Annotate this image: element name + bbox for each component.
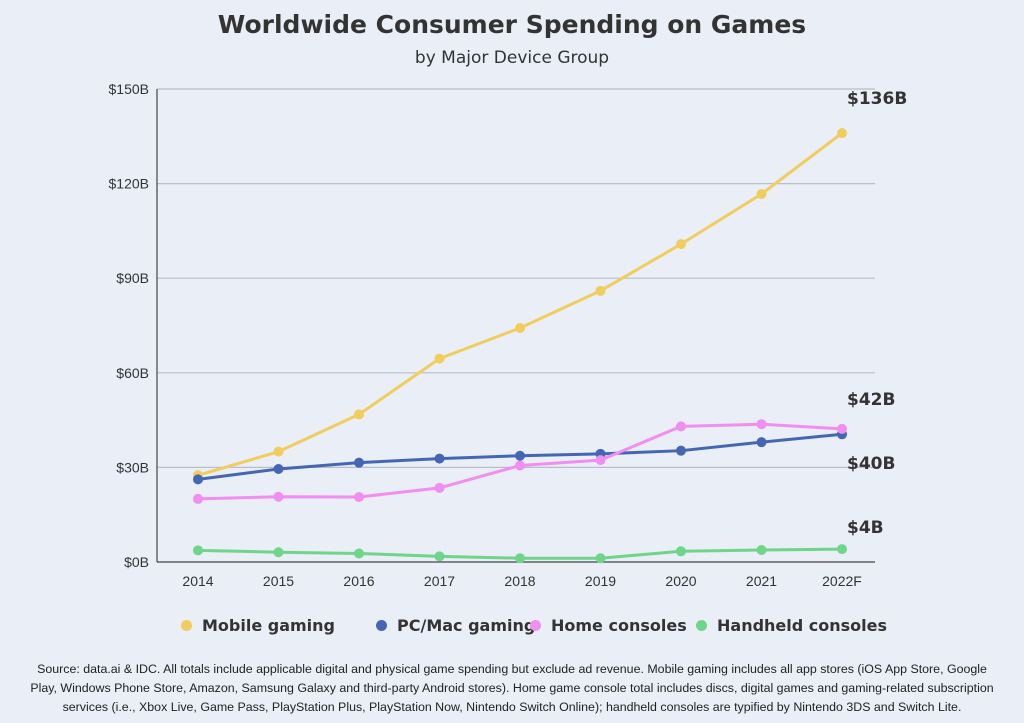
legend-item: PC/Mac gaming [376,616,535,635]
legend-label: PC/Mac gaming [397,616,536,635]
data-point [515,460,525,471]
data-point [193,545,203,556]
source-note: Source: data.ai & IDC. All totals includ… [0,660,1024,717]
data-point [595,285,606,296]
data-point [676,421,686,432]
data-point [434,353,445,364]
data-point [515,450,525,461]
legend-item: Home consoles [530,616,687,635]
legend-swatch [696,620,707,631]
legend-swatch [376,620,387,631]
data-point [273,547,284,558]
y-tick-label: $150B [109,81,149,97]
chart-legend: Mobile gaming PC/Mac gaming Home consoles H… [0,612,1024,640]
x-tick-label: 2014 [182,573,213,589]
x-tick-label: 2015 [263,573,294,589]
data-point [515,323,525,334]
data-point [595,455,606,466]
legend-item: Mobile gaming [181,616,335,635]
legend-item: Handheld consoles [696,616,887,635]
y-tick-label: $0B [124,554,149,570]
end-value-label: $4B [847,518,884,538]
data-point [273,463,284,474]
legend-label: Home consoles [551,616,687,635]
source-line-1: Source: data.ai & IDC. All totals includ… [37,662,987,676]
x-tick-label: 2021 [746,573,777,589]
data-point [434,482,445,493]
data-point [837,544,847,555]
x-tick-label: 2022F [822,573,862,589]
data-point [756,437,767,448]
data-point [273,446,284,457]
data-point [595,553,606,564]
data-point [756,419,767,430]
chart-title: Worldwide Consumer Spending on Games [217,10,807,39]
y-tick-label: $90B [116,270,149,286]
data-point [756,545,767,556]
data-point [837,423,847,434]
x-tick-label: 2017 [424,573,455,589]
data-point [273,491,284,502]
end-value-label: $42B [847,390,895,410]
data-point [354,548,364,559]
data-point [354,409,364,420]
x-tick-label: 2019 [585,573,616,589]
data-point [676,239,686,250]
data-point [515,553,525,564]
legend-swatch [530,620,541,631]
chart-subtitle: by Major Device Group [414,48,610,68]
data-point [676,546,686,557]
data-point [193,474,203,485]
y-tick-label: $30B [116,459,149,475]
data-point [434,551,445,562]
source-line-2: Play, Windows Phone Store, Amazon, Samsu… [30,681,994,695]
y-tick-label: $120B [109,176,149,192]
x-tick-label: 2020 [665,573,696,589]
legend-label: Handheld consoles [717,616,888,635]
x-tick-label: 2018 [504,573,535,589]
data-point [434,453,445,464]
end-value-label: $40B [847,454,895,474]
end-value-label: $136B [847,89,907,109]
y-tick-label: $60B [116,365,149,381]
data-point [354,457,364,468]
data-point [837,128,847,139]
legend-label: Mobile gaming [202,616,336,635]
data-point [676,445,686,456]
data-point [193,493,203,504]
x-tick-label: 2016 [343,573,374,589]
data-point [756,189,767,200]
data-point [354,492,364,503]
source-line-3: services (i.e., Xbox Live, Game Pass, Pl… [62,700,962,714]
legend-swatch [181,620,192,631]
